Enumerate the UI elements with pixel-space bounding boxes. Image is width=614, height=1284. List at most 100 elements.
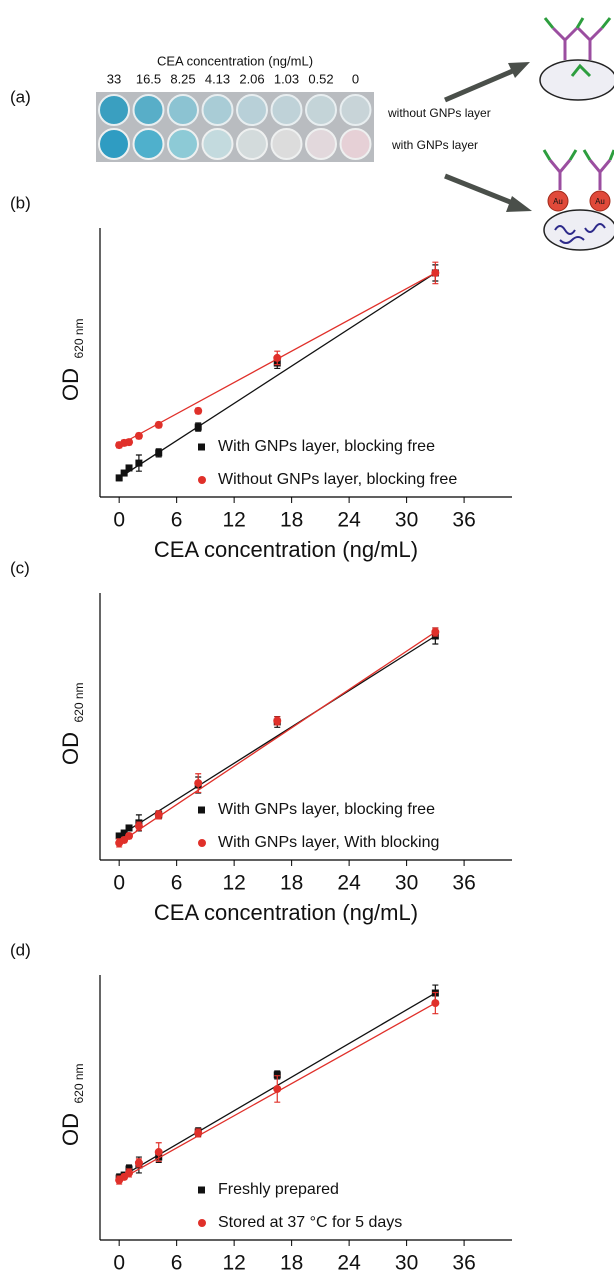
point [125,1168,134,1177]
y-axis-label-subscript: 620 nm [72,318,86,358]
well [98,128,130,160]
legend-marker [198,476,206,484]
panel-label: (a) [10,87,31,106]
point [273,1071,281,1079]
legend-marker [198,443,205,451]
legend-label: With GNPs layer, With blocking [218,834,439,851]
panel-label: (c) [10,558,30,577]
x-axis-label: CEA concentration (ng/mL) [154,900,418,925]
x-tick-label: 0 [113,1252,125,1275]
point [134,822,143,831]
concentration-label: 8.25 [170,71,195,86]
fit-line [118,635,436,837]
concentration-label: 4.13 [205,71,230,86]
x-tick-label: 18 [280,509,303,532]
concentration-label: 2.06 [239,71,264,86]
well [201,94,234,126]
x-tick-label: 30 [395,509,418,532]
concentration-label: 16.5 [136,71,161,86]
well [339,94,372,126]
well [167,94,199,126]
legend-label: Freshly prepared [218,1181,339,1198]
well [236,94,268,126]
schematic [539,17,614,251]
point [154,420,163,429]
panel-label: (b) [10,193,31,212]
y-axis-label-subscript: 620 nm [72,682,86,722]
point [115,832,123,840]
well [339,128,372,160]
plate-title: CEA concentration (ng/mL) [157,53,313,68]
x-tick-label: 36 [452,1252,475,1275]
point [273,1084,282,1093]
x-tick-label: 24 [337,1252,361,1275]
concentration-label: 1.03 [274,71,299,86]
point [194,406,203,415]
row-label: without GNPs layer [387,106,491,120]
x-tick-label: 0 [113,872,125,895]
point [154,810,163,819]
well [132,128,165,160]
y-axis-label: OD [58,732,83,765]
x-tick-label: 30 [395,1252,418,1275]
x-tick-label: 12 [222,509,245,532]
point [155,449,163,457]
legend-marker [198,806,205,814]
concentration-label: 0 [352,71,359,86]
x-tick-label: 6 [171,509,183,532]
point [120,469,128,477]
legend-label: With GNPs layer, blocking free [218,801,435,818]
fit-line [118,631,436,844]
x-tick-label: 12 [222,1252,245,1275]
x-tick-label: 24 [337,872,361,895]
well [98,94,130,126]
au-label: Au [595,197,605,206]
legend-marker [198,839,206,847]
point [431,268,440,277]
point [134,431,143,440]
point [431,627,440,636]
legend-marker [198,1219,206,1227]
point [431,999,440,1008]
point [125,824,133,832]
x-axis-label: CEA concentration (ng/mL) [154,537,418,562]
x-tick-label: 30 [395,872,418,895]
point [134,1158,143,1167]
point [125,831,134,840]
x-tick-label: 6 [171,872,183,895]
x-tick-label: 36 [452,509,475,532]
concentration-label: 0.52 [308,71,333,86]
well [305,128,337,160]
y-axis-label: OD [58,1113,83,1146]
well [167,128,199,160]
point [125,438,134,447]
point [273,716,282,725]
au-label: Au [553,197,563,206]
point [125,464,133,472]
x-axis-label: CEA concentration (ng/mL) [154,1280,418,1284]
row-label: with GNPs layer [391,138,478,152]
panel-label: (d) [10,940,31,959]
x-tick-label: 36 [452,872,475,895]
x-tick-label: 0 [113,509,125,532]
legend-label: Without GNPs layer, blocking free [218,471,457,488]
well [270,94,303,126]
arrows [444,62,532,212]
well [132,94,165,126]
concentration-label: 33 [107,71,121,86]
well [270,128,303,160]
fit-line [118,272,436,479]
point [120,829,128,837]
point [194,1128,203,1137]
point [273,353,282,362]
x-tick-label: 24 [337,509,361,532]
point [154,1148,163,1157]
y-axis-label-subscript: 620 nm [72,1063,86,1103]
legend-label: With GNPs layer, blocking free [218,438,435,455]
well [305,94,337,126]
point [135,459,143,467]
well [236,128,268,160]
point [115,474,123,482]
legend-marker [198,1186,205,1194]
